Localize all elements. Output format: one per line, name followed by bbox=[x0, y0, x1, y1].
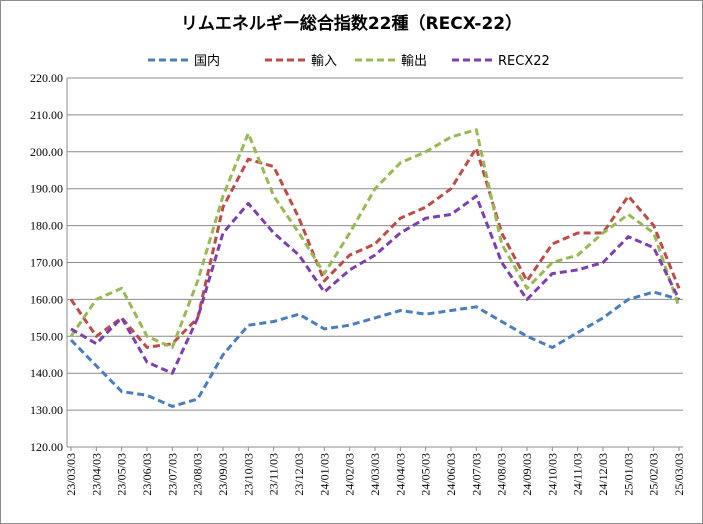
y-axis-tick-labels: 120.00 130.00 140.00 150.00 160.00 170.00 180.… bbox=[30, 71, 63, 454]
x-tick-label: 24/12/03 bbox=[596, 453, 610, 496]
x-tick-label: 25/03/03 bbox=[672, 453, 686, 496]
series-line-輸出 bbox=[69, 128, 681, 349]
x-tick-label: 24/03/03 bbox=[368, 453, 382, 496]
y-tick-label: 130.00 bbox=[30, 403, 63, 417]
x-tick-label: 24/06/03 bbox=[444, 453, 458, 496]
x-tick-label: 24/08/03 bbox=[495, 453, 509, 496]
chart-series bbox=[69, 128, 681, 408]
x-tick-label: 23/12/03 bbox=[292, 453, 306, 496]
y-tick-label: 160.00 bbox=[30, 292, 63, 306]
x-tick-label: 24/10/03 bbox=[545, 453, 559, 496]
x-tick-label: 24/04/03 bbox=[393, 453, 407, 496]
x-tick-label: 24/02/03 bbox=[343, 453, 357, 496]
y-tick-label: 200.00 bbox=[30, 145, 63, 159]
y-tick-label: 170.00 bbox=[30, 256, 63, 270]
y-tick-label: 180.00 bbox=[30, 219, 63, 233]
y-tick-label: 150.00 bbox=[30, 329, 63, 343]
series-line-国内 bbox=[69, 290, 680, 408]
x-tick-label: 23/07/03 bbox=[165, 453, 179, 496]
y-tick-label: 140.00 bbox=[30, 366, 63, 380]
x-tick-label: 24/05/03 bbox=[419, 453, 433, 496]
x-tick-label: 25/01/03 bbox=[621, 453, 635, 496]
x-axis-tick-labels: 23/03/03 23/04/03 23/05/03 23/06/03 23/07/03… bbox=[64, 453, 686, 496]
x-tick-label: 24/11/03 bbox=[571, 453, 585, 495]
legend-label: RECX22 bbox=[498, 54, 550, 69]
x-tick-label: 25/02/03 bbox=[647, 453, 661, 496]
legend-label: 輸出 bbox=[401, 54, 427, 69]
series-line-輸入 bbox=[69, 146, 681, 349]
series-line-RECX22 bbox=[70, 194, 681, 375]
legend-label: 国内 bbox=[194, 53, 220, 69]
x-tick-label: 23/03/03 bbox=[64, 453, 78, 496]
x-tick-label: 23/11/03 bbox=[267, 453, 281, 495]
x-tick-label: 24/01/03 bbox=[317, 453, 331, 496]
y-tick-label: 120.00 bbox=[30, 440, 63, 454]
x-tick-label: 23/04/03 bbox=[89, 453, 103, 496]
x-tick-label: 24/07/03 bbox=[469, 453, 483, 496]
legend-label: 輸入 bbox=[311, 54, 337, 69]
y-tick-label: 210.00 bbox=[30, 108, 63, 122]
x-tick-label: 23/09/03 bbox=[216, 453, 230, 496]
y-tick-label: 220.00 bbox=[30, 71, 63, 85]
chart-legend: 国内 輸入 輸出 RECX22 bbox=[148, 53, 550, 69]
chart-title: リムエネルギー総合指数22種（RECX-22） bbox=[180, 14, 523, 34]
y-gridlines bbox=[67, 77, 683, 448]
x-tick-label: 23/10/03 bbox=[241, 453, 255, 496]
y-tick-label: 190.00 bbox=[30, 182, 63, 196]
x-tick-label: 23/08/03 bbox=[191, 453, 205, 496]
x-tick-label: 23/06/03 bbox=[140, 453, 154, 496]
x-tick-label: 24/09/03 bbox=[520, 453, 534, 496]
x-tick-label: 23/05/03 bbox=[115, 453, 129, 496]
chart-axes bbox=[66, 78, 683, 451]
